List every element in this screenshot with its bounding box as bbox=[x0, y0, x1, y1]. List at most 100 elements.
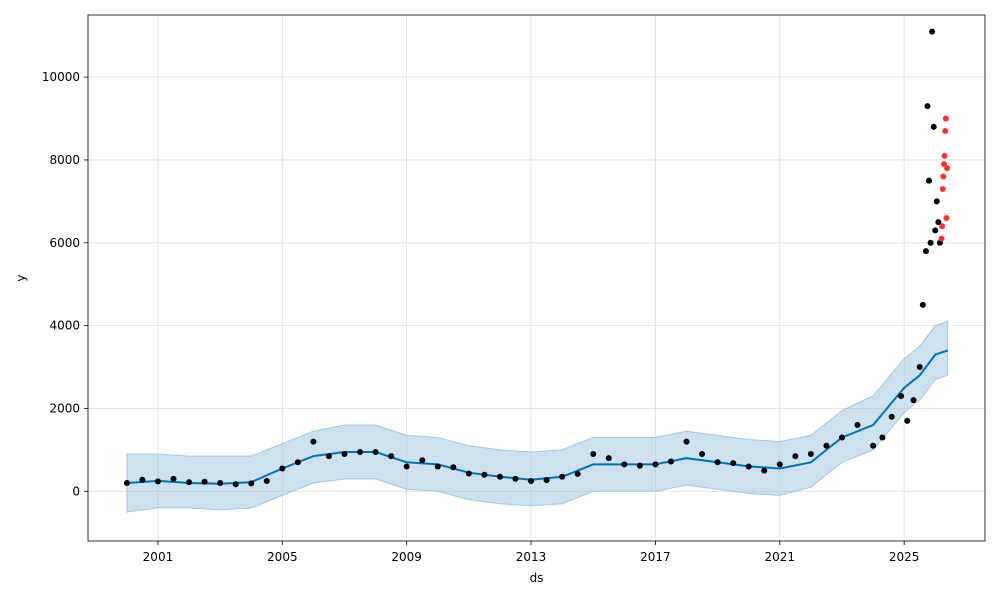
observed-point bbox=[910, 397, 917, 404]
x-tick-label: 2013 bbox=[516, 550, 547, 564]
forecast-line bbox=[126, 349, 949, 485]
observed-point bbox=[792, 453, 799, 460]
plot-frame bbox=[87, 14, 986, 542]
observed-point bbox=[652, 461, 659, 468]
observed-point bbox=[139, 476, 146, 483]
observed-point bbox=[823, 442, 830, 449]
highlighted-point bbox=[939, 185, 946, 192]
y-tick-label: 0 bbox=[72, 484, 80, 498]
observed-point bbox=[512, 475, 519, 482]
y-axis-label: y bbox=[14, 274, 28, 281]
observed-point bbox=[232, 481, 239, 488]
observed-point bbox=[419, 457, 426, 464]
uncertainty-band bbox=[126, 320, 949, 513]
observed-point bbox=[699, 451, 706, 458]
observed-point bbox=[935, 219, 942, 226]
observed-point bbox=[605, 455, 612, 462]
observed-point bbox=[922, 248, 929, 255]
observed-point bbox=[543, 477, 550, 484]
highlighted-point bbox=[940, 173, 947, 180]
observed-point bbox=[310, 438, 317, 445]
observed-point bbox=[528, 477, 535, 484]
observed-point bbox=[927, 239, 934, 246]
highlighted-point bbox=[940, 161, 947, 168]
observed-point bbox=[879, 434, 886, 441]
observed-point bbox=[730, 460, 737, 467]
observed-point bbox=[714, 459, 721, 466]
observed-point bbox=[916, 364, 923, 371]
observed-point bbox=[838, 434, 845, 441]
observed-point bbox=[481, 471, 488, 478]
forecast-line-path bbox=[126, 349, 949, 485]
observed-point bbox=[341, 451, 348, 458]
observed-point bbox=[854, 422, 861, 429]
observed-point bbox=[294, 459, 301, 466]
observed-point bbox=[776, 461, 783, 468]
highlighted-point bbox=[942, 115, 949, 122]
y-tick-label: 4000 bbox=[49, 319, 80, 333]
observed-point bbox=[898, 393, 905, 400]
y-tick-label: 6000 bbox=[49, 236, 80, 250]
y-tick-label: 8000 bbox=[49, 153, 80, 167]
observed-point bbox=[123, 480, 130, 487]
observed-point bbox=[559, 473, 566, 480]
highlighted-point bbox=[944, 165, 951, 172]
observed-point bbox=[590, 451, 597, 458]
y-tick-label: 10000 bbox=[42, 70, 80, 84]
observed-point bbox=[667, 458, 674, 465]
observed-point bbox=[496, 473, 503, 480]
observed-point bbox=[357, 448, 364, 455]
observed-point bbox=[932, 227, 939, 234]
highlighted-points bbox=[938, 115, 951, 242]
y-axis-ticks: 0 2000 4000 6000 8000 10000 bbox=[42, 70, 88, 498]
x-tick-label: 2021 bbox=[765, 550, 796, 564]
observed-point bbox=[926, 177, 933, 184]
observed-point bbox=[574, 470, 581, 477]
observed-point bbox=[904, 417, 911, 424]
highlighted-point bbox=[939, 223, 946, 230]
observed-point bbox=[217, 480, 224, 487]
observed-point bbox=[450, 464, 457, 471]
observed-point bbox=[683, 438, 690, 445]
observed-point bbox=[434, 463, 441, 470]
highlighted-point bbox=[938, 235, 945, 242]
y-tick-label: 2000 bbox=[49, 401, 80, 415]
observed-point bbox=[745, 463, 752, 470]
observed-point bbox=[201, 478, 208, 485]
observed-points bbox=[123, 28, 943, 488]
observed-point bbox=[263, 477, 270, 484]
observed-point bbox=[279, 465, 286, 472]
observed-point bbox=[919, 301, 926, 308]
x-tick-label: 2001 bbox=[143, 550, 174, 564]
x-axis-ticks: 2001 2005 2009 2013 2017 2021 2025 bbox=[143, 541, 920, 564]
observed-point bbox=[929, 28, 936, 35]
highlighted-point bbox=[942, 127, 949, 134]
x-tick-label: 2017 bbox=[640, 550, 671, 564]
observed-point bbox=[870, 442, 877, 449]
observed-point bbox=[388, 453, 395, 460]
observed-point bbox=[325, 453, 332, 460]
observed-point bbox=[248, 480, 255, 487]
observed-point bbox=[636, 462, 643, 469]
highlighted-point bbox=[943, 214, 950, 221]
grid-lines bbox=[88, 15, 985, 541]
observed-point bbox=[465, 470, 472, 477]
observed-point bbox=[807, 451, 814, 458]
highlighted-point bbox=[941, 152, 948, 159]
observed-point bbox=[924, 103, 931, 110]
x-tick-label: 2005 bbox=[267, 550, 298, 564]
observed-point bbox=[933, 198, 940, 205]
x-tick-label: 2009 bbox=[391, 550, 422, 564]
observed-point bbox=[186, 479, 193, 486]
x-axis-label: ds bbox=[530, 571, 544, 585]
observed-point bbox=[170, 475, 177, 482]
observed-point bbox=[888, 413, 895, 420]
observed-point bbox=[930, 123, 937, 130]
x-tick-label: 2025 bbox=[889, 550, 920, 564]
observed-point bbox=[154, 478, 161, 485]
uncertainty-band-area bbox=[126, 320, 949, 513]
observed-point bbox=[403, 463, 410, 470]
observed-point bbox=[621, 461, 628, 468]
observed-point bbox=[761, 467, 768, 474]
